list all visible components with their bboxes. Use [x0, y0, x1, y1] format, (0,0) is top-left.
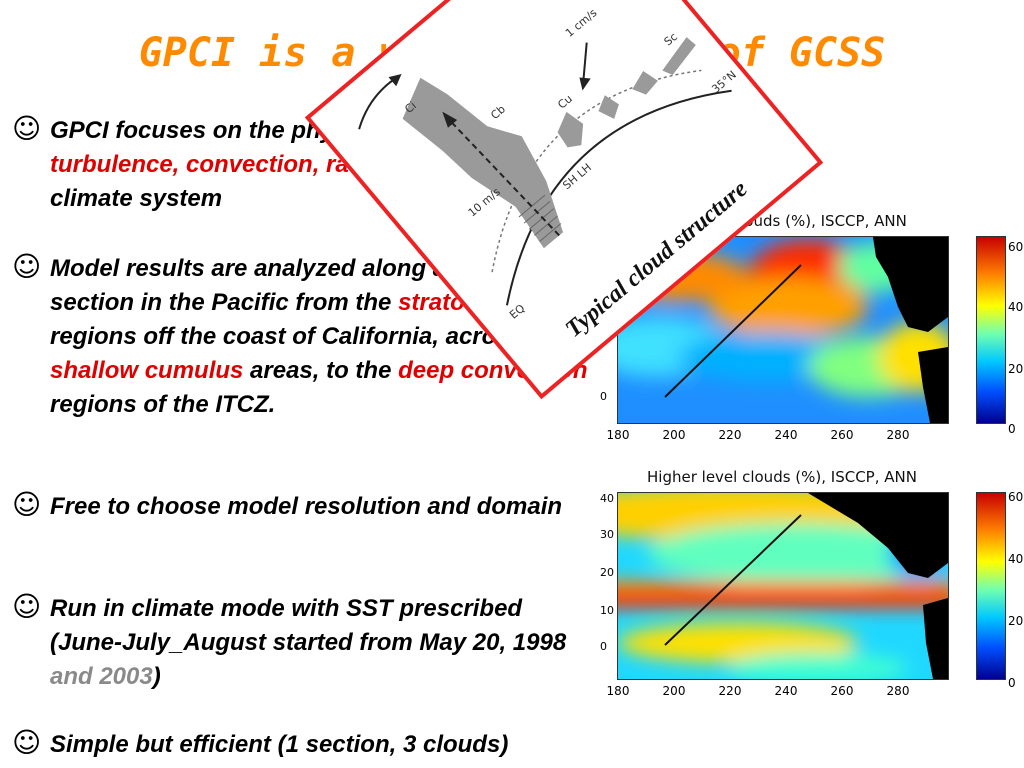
colorbar-tick: 0	[1008, 676, 1016, 690]
colorbar-tick: 0	[1008, 422, 1016, 436]
smiley-icon: ☺	[12, 488, 42, 521]
smiley-icon: ☺	[12, 726, 42, 759]
colorbar-tick: 40	[1008, 300, 1024, 314]
colorbar	[976, 492, 1006, 680]
bullet-text: Run in climate mode with SST prescribed …	[50, 592, 580, 694]
muted-segment: and 2003	[50, 663, 153, 690]
colorbar	[976, 236, 1006, 424]
text-segment: Simple but efficient (1 section, 3 cloud…	[50, 731, 509, 758]
cloud-structure-diagram: Ci Cb Cu Sc 1 cm/s 10 m/s 35°N EQ SH LH …	[304, 0, 824, 400]
x-tick-label: 220	[718, 684, 742, 698]
x-tick-label: 260	[830, 428, 854, 442]
diagram-drawing	[358, 37, 732, 306]
colorbar-tick: 40	[1008, 552, 1024, 566]
x-tick-label: 200	[662, 428, 686, 442]
bullet-text: Model results are analyzed along a cross…	[50, 252, 602, 422]
bullet-text: Simple but efficient (1 section, 3 cloud…	[50, 728, 602, 762]
highlight-segment: shallow cumulus	[50, 357, 244, 384]
y-tick-label: 30	[600, 528, 614, 541]
colorbar-tick: 60	[1008, 240, 1024, 254]
bullet-text: Free to choose model resolution and doma…	[50, 490, 570, 524]
bullet-item: ☺ Run in climate mode with SST prescribe…	[12, 590, 602, 694]
map-title: Higher level clouds (%), ISCCP, ANN	[647, 468, 917, 486]
y-tick-label: 20	[600, 566, 614, 579]
y-tick-label: 10	[600, 604, 614, 617]
colorbar-tick: 20	[1008, 362, 1024, 376]
x-tick-label: 200	[662, 684, 686, 698]
bullet-item: ☺ Simple but efficient (1 section, 3 clo…	[12, 726, 602, 762]
x-tick-label: 240	[774, 428, 798, 442]
text-segment: Run in climate mode with SST prescribed …	[50, 595, 567, 656]
text-segment: areas, to the	[243, 357, 399, 384]
y-tick-label: 40	[600, 492, 614, 505]
smiley-icon: ☺	[12, 112, 42, 145]
smiley-icon: ☺	[12, 250, 42, 283]
bullet-item: ☺ Model results are analyzed along a cro…	[12, 250, 602, 422]
x-tick-label: 220	[718, 428, 742, 442]
x-tick-label: 260	[830, 684, 854, 698]
text-segment: regions off the coast of California, acr…	[50, 323, 566, 350]
cloud-map-image	[618, 493, 948, 679]
y-tick-label: 0	[600, 390, 607, 403]
x-tick-label: 180	[606, 684, 630, 698]
map-panel-high-clouds: Higher level clouds (%), ISCCP, ANN 40 3…	[592, 468, 1024, 702]
colorbar-tick: 60	[1008, 490, 1024, 504]
text-segment: Free to choose model resolution and doma…	[50, 493, 563, 520]
smiley-icon: ☺	[12, 590, 42, 623]
colorbar-tick: 20	[1008, 614, 1024, 628]
text-segment: regions of the ITCZ.	[50, 391, 276, 418]
text-segment: )	[152, 663, 161, 690]
y-tick-label: 0	[600, 640, 607, 653]
bullet-item: ☺ Free to choose model resolution and do…	[12, 488, 602, 524]
x-tick-label: 280	[886, 684, 910, 698]
x-tick-label: 180	[606, 428, 630, 442]
cloud-map	[617, 492, 949, 680]
x-tick-label: 280	[886, 428, 910, 442]
x-tick-label: 240	[774, 684, 798, 698]
